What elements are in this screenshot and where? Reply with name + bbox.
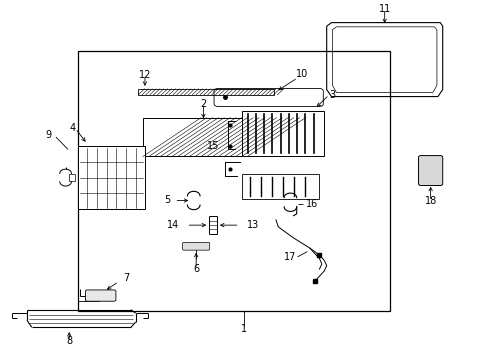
Text: 12: 12 xyxy=(139,70,151,80)
Text: 4: 4 xyxy=(69,123,75,133)
Text: 3: 3 xyxy=(328,90,335,100)
Text: 7: 7 xyxy=(122,273,129,283)
Text: 18: 18 xyxy=(424,196,436,206)
Text: 1: 1 xyxy=(241,324,247,334)
Text: 16: 16 xyxy=(305,199,318,209)
Text: 9: 9 xyxy=(45,130,52,140)
Polygon shape xyxy=(78,146,145,209)
Text: 5: 5 xyxy=(163,195,170,206)
Text: 15: 15 xyxy=(206,141,219,151)
FancyBboxPatch shape xyxy=(418,156,442,185)
Text: 13: 13 xyxy=(246,220,259,230)
Text: 14: 14 xyxy=(166,220,179,230)
Text: 8: 8 xyxy=(66,336,72,346)
FancyBboxPatch shape xyxy=(182,242,209,250)
FancyBboxPatch shape xyxy=(85,290,116,301)
Text: 11: 11 xyxy=(378,4,390,14)
Polygon shape xyxy=(138,89,273,95)
Polygon shape xyxy=(242,111,324,157)
Text: 10: 10 xyxy=(296,69,308,79)
Text: 2: 2 xyxy=(200,99,206,109)
Polygon shape xyxy=(242,174,319,199)
Text: 17: 17 xyxy=(284,252,296,262)
Text: 6: 6 xyxy=(193,264,199,274)
Polygon shape xyxy=(142,118,244,157)
